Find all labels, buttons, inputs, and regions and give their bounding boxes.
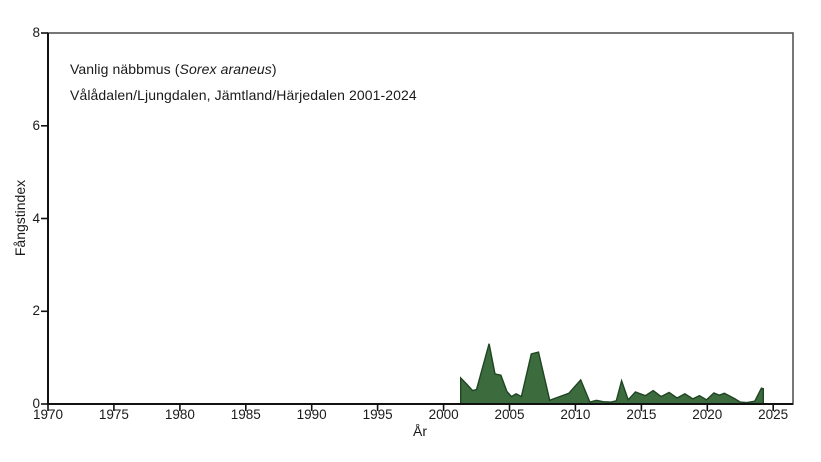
x-tick-label: 2005 [494,407,525,422]
y-tick-label: 2 [32,303,40,319]
x-tick-label: 1980 [164,407,195,422]
x-tick-label: 1975 [98,407,129,422]
chart-title-prefix: Vanlig näbbmus ( [70,61,180,77]
x-axis-label: År [413,423,427,439]
catch-index-area [460,343,764,405]
x-tick-label: 2020 [692,407,723,422]
y-tick-label: 8 [32,25,40,40]
x-tick-label: 2025 [758,407,789,422]
x-tick-label: 1990 [296,407,327,422]
x-tick-label: 2010 [560,407,591,422]
y-tick-label: 6 [32,117,40,133]
x-tick-label: 2015 [626,407,657,422]
x-tick-label: 2000 [428,407,459,422]
x-tick-label: 1970 [32,407,64,422]
x-tick-label: 1995 [362,407,393,422]
chart-title-species: Sorex araneus [179,61,272,77]
x-tick-label: 1985 [230,407,261,422]
chart-subtitle: Vålådalen/Ljungdalen, Jämtland/Härjedale… [70,87,417,103]
chart-title-suffix: ) [271,61,277,77]
y-tick-label: 4 [32,210,40,226]
y-tick-label: 0 [32,396,40,411]
chart-title: Vanlig näbbmus (Sorex araneus) [70,61,277,77]
